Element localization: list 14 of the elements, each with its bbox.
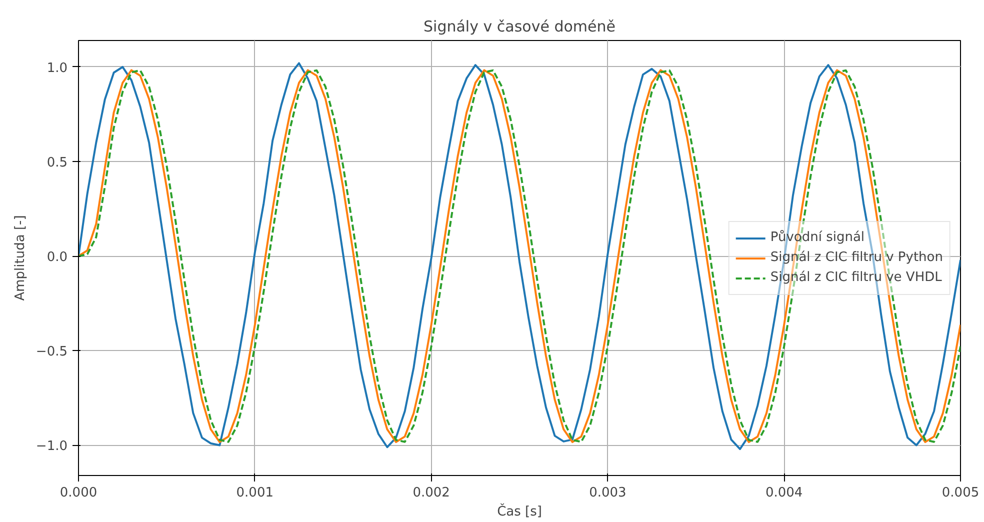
x-tick-label: 0.005 — [942, 486, 980, 500]
y-tick-label: 0.5 — [46, 156, 68, 171]
y-tick-label: −1.0 — [36, 439, 68, 454]
x-tick-label: 0.003 — [589, 486, 626, 500]
y-tick-label: 1.0 — [46, 60, 68, 76]
y-tick-label: 0.0 — [46, 250, 68, 266]
x-tick-label: 0.001 — [236, 486, 274, 500]
x-tick-label: 0.000 — [60, 486, 98, 500]
y-tick-label: −0.5 — [36, 344, 68, 360]
x-tick-label: 0.004 — [765, 486, 803, 500]
x-tick-label: 0.002 — [412, 486, 450, 500]
y-axis-title: Amplituda [-] — [12, 215, 28, 301]
chart-title: Signály v časové doméně — [424, 18, 616, 36]
x-axis-title: Čas [s] — [497, 502, 542, 520]
